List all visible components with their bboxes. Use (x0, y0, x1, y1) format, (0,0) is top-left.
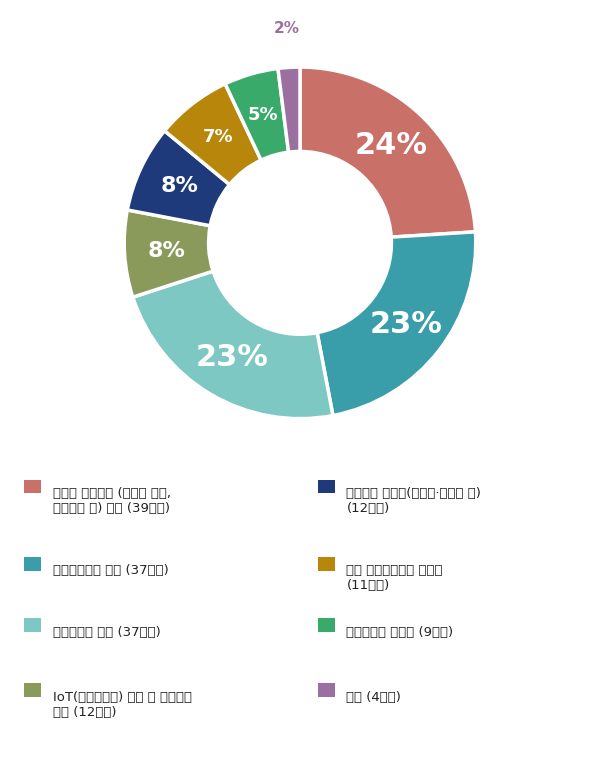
Text: 2%: 2% (274, 22, 299, 36)
Bar (24, 683, 41, 697)
Wedge shape (300, 67, 475, 237)
Text: 분양마케팅 차별화 (9업체): 분양마케팅 차별화 (9업체) (347, 626, 454, 639)
Bar (318, 557, 335, 571)
Text: 23%: 23% (369, 310, 442, 339)
Text: 아파트 평면설계 (가변형 벽체,
틈새평면 등) 특화 (39업체): 아파트 평면설계 (가변형 벽체, 틈새평면 등) 특화 (39업체) (53, 487, 170, 515)
Wedge shape (164, 84, 261, 184)
Bar (24, 618, 41, 632)
Bar (24, 557, 41, 571)
Wedge shape (317, 232, 476, 416)
Text: 7%: 7% (203, 128, 233, 146)
Wedge shape (225, 69, 289, 160)
Text: 23%: 23% (196, 343, 268, 372)
Bar (318, 683, 335, 697)
Text: 가격경쟁력 강화 (37업체): 가격경쟁력 강화 (37업체) (53, 626, 160, 639)
Text: 틈새분양전략 강화 (37업체): 틈새분양전략 강화 (37업체) (53, 564, 168, 577)
Text: 기타 (4업체): 기타 (4업체) (347, 691, 401, 704)
Wedge shape (124, 210, 213, 297)
Wedge shape (278, 67, 300, 152)
Text: 8%: 8% (148, 241, 185, 261)
Text: IoT(사물인터넷) 기술 등 첸단기술
접목 (12업체): IoT(사물인터넷) 기술 등 첸단기술 접목 (12업체) (53, 691, 191, 719)
Text: 5%: 5% (247, 106, 278, 123)
Text: 24%: 24% (355, 131, 428, 160)
Bar (318, 480, 335, 493)
Bar (318, 618, 335, 632)
Wedge shape (133, 271, 333, 419)
Bar (24, 480, 41, 493)
Text: 8%: 8% (160, 176, 198, 196)
Text: 공동 커뮤니티공간 차별화
(11업체): 공동 커뮤니티공간 차별화 (11업체) (347, 564, 443, 592)
Text: 마감자재 차별화(친환경·저탄소 등)
(12업체): 마감자재 차별화(친환경·저탄소 등) (12업체) (347, 487, 481, 515)
Wedge shape (127, 131, 230, 226)
